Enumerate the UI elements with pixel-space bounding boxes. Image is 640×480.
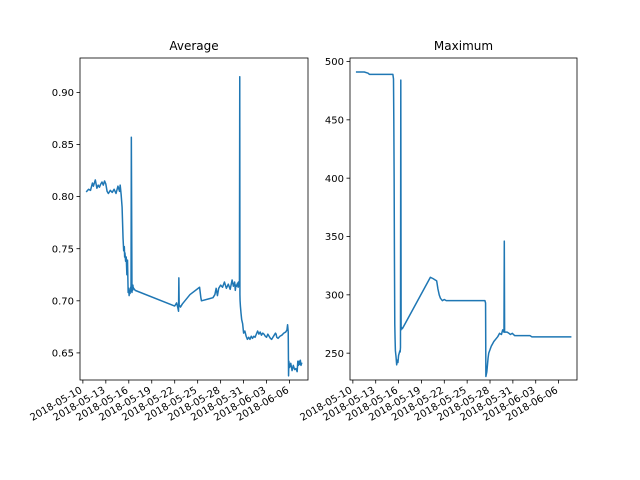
average-y-tick-label: 0.65 <box>52 349 74 360</box>
maximum-y-tick-label: 350 <box>325 232 344 243</box>
average-y-tick-label: 0.90 <box>52 88 74 99</box>
average-series-line <box>85 76 303 377</box>
average-y-tick-label: 0.70 <box>52 296 74 307</box>
maximum-y-tick-label: 400 <box>325 174 344 185</box>
maximum-y-tick-label: 300 <box>325 290 344 301</box>
maximum-axes-frame <box>349 57 578 381</box>
maximum-y-tick-label: 250 <box>325 349 344 360</box>
maximum-series-line <box>355 71 572 378</box>
maximum-y-tick-label: 450 <box>325 115 344 126</box>
average-y-tick-label: 0.80 <box>52 192 74 203</box>
average-y-tick-label: 0.75 <box>52 244 74 255</box>
average-axes-frame <box>79 57 309 381</box>
maximum-chart-title: Maximum <box>434 39 493 53</box>
average-chart-title: Average <box>169 39 218 53</box>
maximum-y-tick-label: 500 <box>325 57 344 68</box>
average-y-tick-label: 0.85 <box>52 140 74 151</box>
